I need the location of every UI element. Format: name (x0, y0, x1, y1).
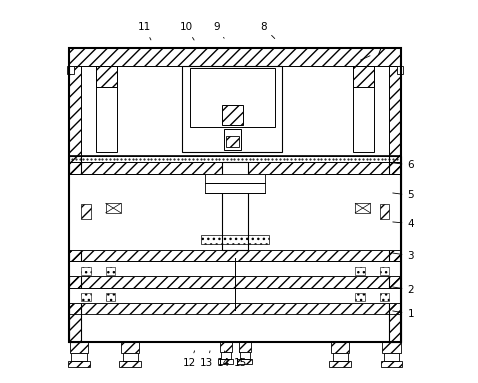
Bar (380, 267, 389, 275)
Text: 3: 3 (393, 250, 414, 261)
Bar (120, 361, 141, 367)
Bar (106, 203, 121, 213)
Bar (331, 342, 349, 353)
Bar (123, 353, 138, 361)
Bar (69, 174, 402, 250)
Bar (397, 66, 403, 74)
Text: 9: 9 (213, 22, 224, 38)
Bar (218, 359, 233, 364)
Bar (389, 155, 402, 342)
Bar (380, 293, 389, 301)
Bar (201, 235, 269, 244)
Bar (389, 66, 402, 155)
Text: 11: 11 (138, 22, 151, 40)
Bar (240, 352, 250, 359)
Bar (221, 352, 231, 359)
Bar (106, 293, 115, 301)
Text: 13: 13 (200, 351, 214, 368)
Text: 12: 12 (183, 351, 196, 368)
Bar (69, 48, 402, 342)
Bar (97, 66, 117, 87)
Bar (69, 261, 402, 277)
Bar (224, 129, 241, 150)
Bar (69, 48, 402, 66)
Bar (81, 293, 91, 301)
Text: 4: 4 (393, 219, 414, 229)
Bar (380, 361, 402, 367)
Bar (71, 353, 87, 361)
Text: 2: 2 (393, 285, 414, 295)
Bar (237, 359, 252, 364)
Bar (329, 361, 351, 367)
Bar (355, 293, 365, 301)
Bar (353, 66, 374, 152)
Bar (106, 267, 115, 275)
Bar (220, 342, 232, 352)
Bar (222, 162, 249, 250)
Bar (69, 155, 81, 342)
Bar (355, 267, 365, 275)
Bar (353, 66, 374, 87)
Bar (69, 48, 402, 155)
Bar (333, 353, 348, 361)
Bar (69, 303, 402, 314)
Text: 14: 14 (217, 351, 230, 368)
Bar (222, 105, 243, 126)
Bar (69, 277, 402, 288)
Bar (190, 68, 275, 127)
Bar (239, 342, 250, 352)
Bar (81, 205, 91, 219)
Bar (183, 66, 282, 152)
Bar (384, 353, 399, 361)
Bar (69, 155, 402, 162)
Bar (205, 183, 265, 193)
Bar (69, 66, 81, 155)
Bar (380, 205, 389, 219)
Bar (121, 342, 140, 353)
Text: 15: 15 (234, 351, 248, 368)
Text: 5: 5 (393, 190, 414, 200)
Bar (205, 174, 265, 183)
Text: 1: 1 (393, 309, 414, 319)
Bar (226, 136, 239, 147)
Bar (69, 162, 402, 174)
Bar (382, 342, 401, 353)
Text: 6: 6 (393, 160, 414, 170)
Bar (70, 342, 88, 353)
Text: 8: 8 (260, 22, 275, 39)
Bar (97, 66, 117, 152)
Bar (68, 361, 90, 367)
Text: 7: 7 (360, 47, 382, 60)
Bar (69, 288, 402, 303)
Bar (355, 203, 370, 213)
Bar (69, 250, 402, 261)
Text: 10: 10 (180, 22, 194, 40)
Bar (81, 267, 91, 275)
Bar (67, 66, 74, 74)
